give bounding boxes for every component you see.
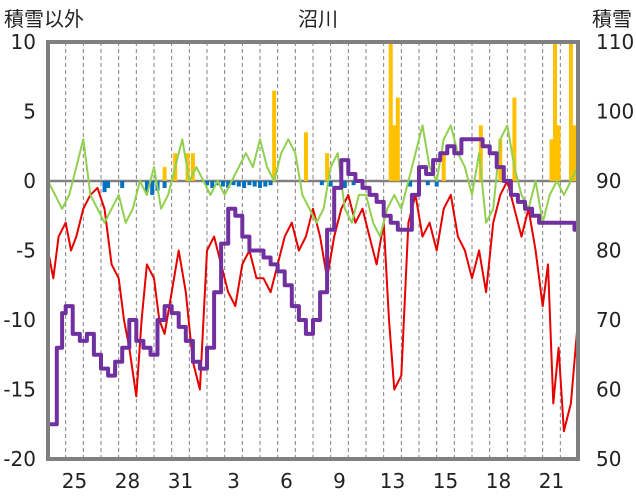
- blue-bar: [252, 181, 257, 187]
- left-tick-label: -20: [3, 447, 36, 471]
- right-tick-label: 70: [596, 308, 621, 332]
- orange-bar: [392, 125, 397, 181]
- blue-bar: [220, 181, 225, 187]
- x-tick-label: 18: [486, 469, 511, 493]
- orange-bar: [162, 167, 167, 181]
- blue-bar: [120, 181, 125, 188]
- blue-bar: [258, 181, 262, 188]
- orange-bar: [556, 125, 561, 181]
- blue-bar: [106, 181, 111, 188]
- blue-bar: [242, 181, 247, 188]
- x-tick-label: 28: [115, 469, 140, 493]
- right-tick-label: 110: [596, 30, 634, 54]
- left-tick-label: -15: [3, 378, 36, 402]
- purple-series-line: [48, 137, 580, 427]
- orange-bar: [441, 153, 446, 181]
- orange-bar: [512, 97, 517, 181]
- blue-bar: [319, 181, 324, 186]
- x-tick-label: 25: [62, 469, 87, 493]
- blue-bar: [236, 181, 241, 187]
- orange-bar: [303, 132, 308, 181]
- chart-title: 沼川: [298, 7, 338, 31]
- blue-bar: [102, 181, 107, 193]
- blue-bar: [231, 181, 236, 186]
- left-axis-label: 積雪以外: [4, 7, 84, 31]
- orange-bar: [388, 42, 393, 181]
- orange-bar: [572, 125, 577, 181]
- orange-bar: [549, 139, 554, 181]
- right-tick-label: 50: [596, 447, 621, 471]
- blue-bar: [328, 181, 333, 187]
- blue-bar: [268, 181, 273, 186]
- orange-bar: [272, 90, 277, 181]
- green-series-line: [47, 124, 579, 238]
- blue-bar: [205, 181, 209, 186]
- red-series-line: [47, 180, 579, 433]
- x-tick-label: 15: [433, 469, 458, 493]
- blue-bar: [351, 181, 356, 186]
- frame-layer: [46, 40, 580, 461]
- x-tick-label: 3: [227, 469, 240, 493]
- right-tick-label: 100: [596, 100, 634, 124]
- left-tick-label: 5: [23, 100, 36, 124]
- x-tick-label: 6: [280, 469, 293, 493]
- orange-bar: [395, 97, 400, 181]
- right-tick-label: 90: [596, 169, 621, 193]
- x-tick-label: 13: [380, 469, 405, 493]
- blue-bar: [434, 181, 439, 187]
- blue-bar: [150, 181, 155, 195]
- x-tick-label: 21: [539, 469, 564, 493]
- right-tick-label: 60: [596, 378, 621, 402]
- left-tick-label: -5: [16, 239, 36, 263]
- orange-bar: [478, 125, 483, 181]
- blue-bar: [425, 181, 430, 186]
- blue-bar: [263, 181, 268, 187]
- blue-bar: [247, 181, 252, 186]
- blue-bar: [408, 181, 413, 187]
- orange-bar: [498, 139, 503, 181]
- series-layer: [47, 42, 580, 433]
- right-axis-label: 積雪: [592, 7, 632, 31]
- left-tick-label: -10: [3, 308, 36, 332]
- right-tick-label: 80: [596, 239, 621, 263]
- x-tick-label: 31: [168, 469, 193, 493]
- left-tick-label: 10: [11, 30, 36, 54]
- blue-bar: [162, 181, 167, 188]
- orange-bar: [190, 153, 195, 181]
- blue-bar: [144, 181, 149, 193]
- blue-bar: [342, 181, 347, 188]
- blue-bar: [226, 181, 231, 188]
- orange-bar: [325, 153, 330, 181]
- plot-frame: [46, 40, 580, 461]
- left-tick-label: 0: [23, 169, 36, 193]
- orange-bar: [568, 42, 573, 181]
- x-tick-label: 9: [333, 469, 346, 493]
- blue-bar: [210, 181, 215, 188]
- grid-layer: [65, 42, 561, 459]
- orange-bar: [553, 42, 558, 181]
